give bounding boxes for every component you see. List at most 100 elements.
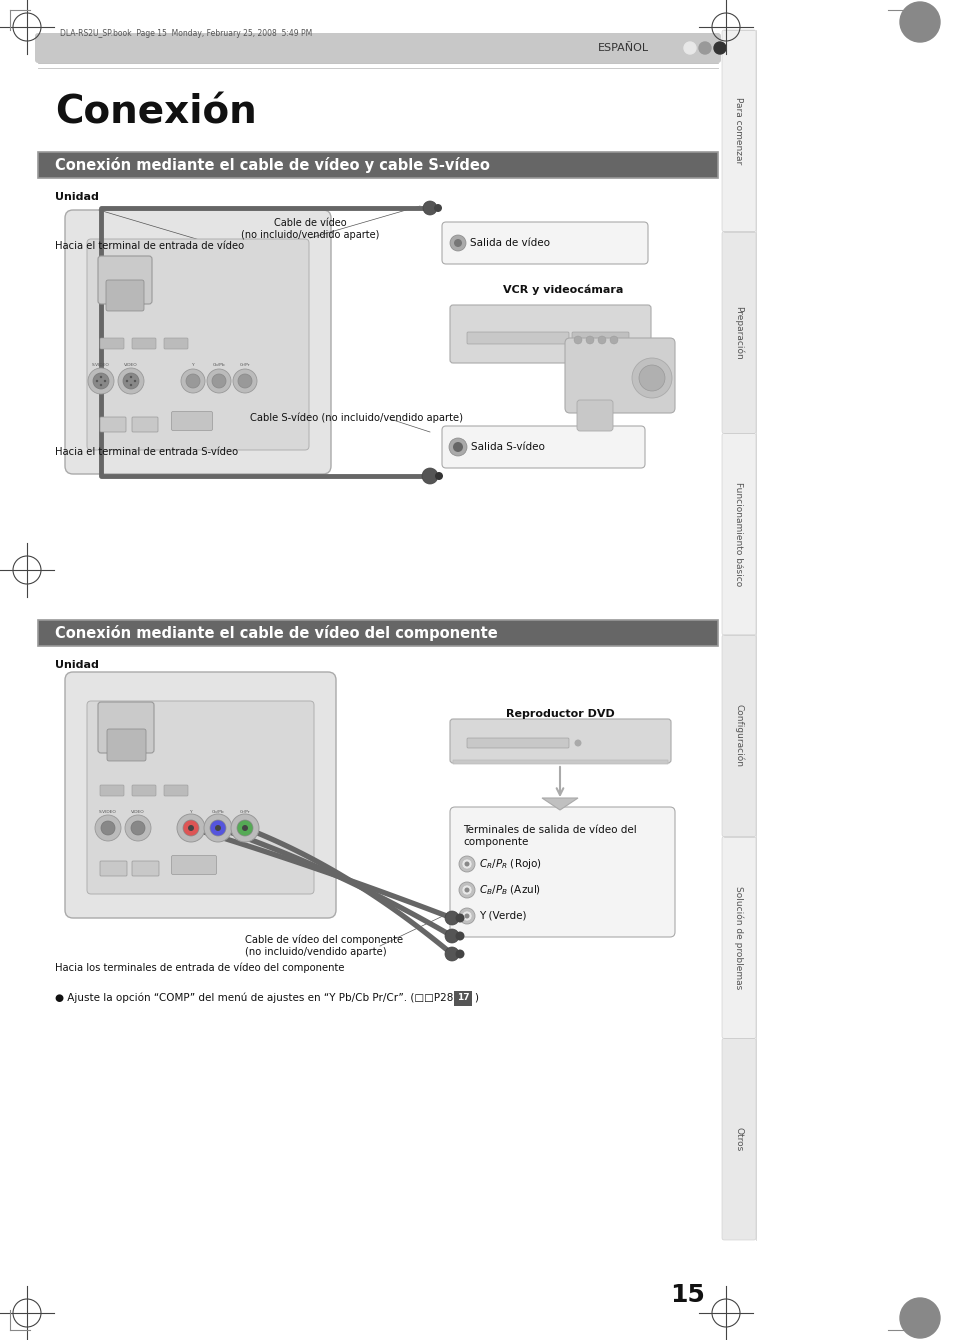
Circle shape	[435, 472, 442, 480]
Circle shape	[177, 813, 205, 842]
Circle shape	[130, 375, 132, 378]
Text: Reproductor DVD: Reproductor DVD	[505, 709, 614, 720]
FancyBboxPatch shape	[172, 411, 213, 430]
FancyBboxPatch shape	[87, 701, 314, 894]
Circle shape	[133, 379, 136, 382]
FancyBboxPatch shape	[572, 332, 628, 347]
FancyBboxPatch shape	[100, 338, 124, 348]
FancyBboxPatch shape	[106, 280, 144, 311]
FancyBboxPatch shape	[467, 332, 568, 344]
Text: Hacia el terminal de entrada de vídeo: Hacia el terminal de entrada de vídeo	[55, 241, 244, 251]
Text: VIDEO: VIDEO	[132, 809, 145, 813]
Circle shape	[454, 239, 461, 247]
Circle shape	[899, 1, 939, 42]
Circle shape	[236, 820, 253, 836]
FancyBboxPatch shape	[132, 785, 156, 796]
Circle shape	[574, 336, 581, 344]
Circle shape	[95, 379, 98, 382]
Circle shape	[100, 383, 102, 386]
Text: Cb/Pb: Cb/Pb	[213, 363, 225, 367]
Text: Conexión mediante el cable de vídeo del componente: Conexión mediante el cable de vídeo del …	[55, 624, 497, 641]
Text: Salida de vídeo: Salida de vídeo	[470, 239, 550, 248]
Circle shape	[899, 1298, 939, 1339]
Circle shape	[422, 201, 436, 214]
FancyBboxPatch shape	[100, 862, 127, 876]
FancyBboxPatch shape	[467, 738, 568, 748]
Circle shape	[207, 369, 231, 393]
Text: Hacia el terminal de entrada S-vídeo: Hacia el terminal de entrada S-vídeo	[55, 448, 238, 457]
Text: (no incluido/vendido aparte): (no incluido/vendido aparte)	[240, 230, 378, 240]
FancyBboxPatch shape	[450, 720, 670, 762]
Text: ESPAÑOL: ESPAÑOL	[598, 43, 648, 54]
Text: Terminales de salida de vídeo del: Terminales de salida de vídeo del	[462, 825, 636, 835]
Text: Otros: Otros	[734, 1127, 742, 1151]
Circle shape	[212, 374, 226, 389]
FancyBboxPatch shape	[450, 807, 675, 937]
Circle shape	[123, 373, 139, 389]
Circle shape	[598, 336, 605, 344]
Circle shape	[434, 204, 441, 212]
Circle shape	[214, 825, 221, 831]
Circle shape	[233, 369, 256, 393]
FancyBboxPatch shape	[721, 29, 755, 232]
Text: Unidad: Unidad	[55, 661, 99, 670]
FancyBboxPatch shape	[87, 239, 309, 450]
FancyBboxPatch shape	[38, 620, 718, 646]
Text: Conexión mediante el cable de vídeo y cable S-vídeo: Conexión mediante el cable de vídeo y ca…	[55, 157, 489, 173]
Text: Cable S-vídeo (no incluido/vendido aparte): Cable S-vídeo (no incluido/vendido apart…	[250, 413, 462, 423]
FancyBboxPatch shape	[100, 417, 126, 431]
FancyBboxPatch shape	[721, 232, 755, 433]
Circle shape	[461, 884, 472, 895]
Text: Cb/Pb: Cb/Pb	[212, 809, 224, 813]
Circle shape	[450, 234, 465, 251]
Circle shape	[464, 887, 469, 892]
Circle shape	[455, 914, 464, 922]
Text: Cr/Pr: Cr/Pr	[239, 809, 250, 813]
Text: S-VIDEO: S-VIDEO	[92, 363, 110, 367]
Circle shape	[461, 859, 472, 870]
Circle shape	[444, 947, 458, 961]
Text: Para comenzar: Para comenzar	[734, 98, 742, 165]
Circle shape	[92, 373, 109, 389]
FancyBboxPatch shape	[441, 426, 644, 468]
Circle shape	[455, 931, 464, 941]
Text: 17: 17	[456, 993, 469, 1002]
FancyBboxPatch shape	[721, 1038, 755, 1240]
Circle shape	[237, 374, 252, 389]
FancyBboxPatch shape	[107, 729, 146, 761]
FancyBboxPatch shape	[38, 151, 718, 178]
FancyBboxPatch shape	[164, 785, 188, 796]
FancyBboxPatch shape	[454, 990, 472, 1005]
Circle shape	[464, 862, 469, 867]
Circle shape	[683, 42, 696, 54]
FancyBboxPatch shape	[132, 417, 158, 431]
Text: $C_B/P_B$ (Azul): $C_B/P_B$ (Azul)	[478, 883, 540, 896]
Circle shape	[130, 383, 132, 386]
Circle shape	[242, 825, 248, 831]
Circle shape	[131, 821, 145, 835]
Circle shape	[464, 914, 469, 918]
FancyBboxPatch shape	[164, 338, 188, 348]
Circle shape	[100, 375, 102, 378]
Circle shape	[101, 821, 115, 835]
FancyBboxPatch shape	[65, 671, 335, 918]
FancyBboxPatch shape	[450, 306, 650, 363]
FancyBboxPatch shape	[98, 256, 152, 304]
Text: Configuración: Configuración	[734, 705, 743, 768]
Circle shape	[609, 336, 618, 344]
Circle shape	[631, 358, 671, 398]
Circle shape	[449, 438, 467, 456]
Circle shape	[713, 42, 725, 54]
Circle shape	[458, 909, 475, 925]
Polygon shape	[541, 799, 578, 809]
Text: Solución de problemas: Solución de problemas	[734, 886, 743, 989]
Circle shape	[453, 442, 462, 452]
Text: Salida S-vídeo: Salida S-vídeo	[471, 442, 544, 452]
Circle shape	[231, 813, 258, 842]
Text: Y: Y	[190, 809, 193, 813]
Circle shape	[181, 369, 205, 393]
Circle shape	[444, 929, 458, 943]
Circle shape	[204, 813, 232, 842]
Text: S-VIDEO: S-VIDEO	[99, 809, 117, 813]
Circle shape	[186, 374, 200, 389]
